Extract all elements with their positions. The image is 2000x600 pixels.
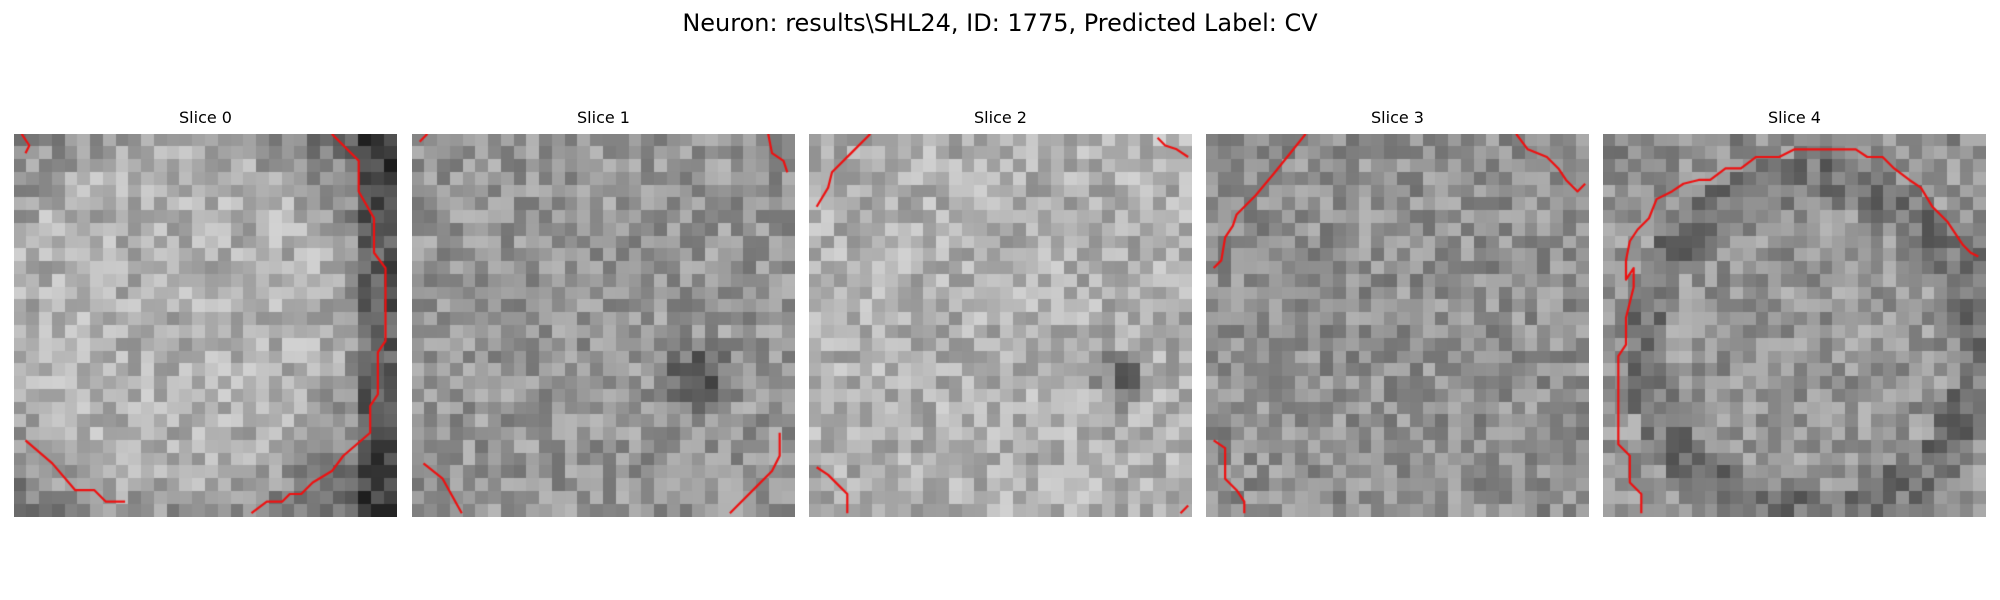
slice-image-0: [14, 134, 397, 517]
slice-title-4: Slice 4: [1768, 108, 1821, 127]
slice-panel-4: Slice 4: [1603, 108, 1986, 517]
slice-panel-1: Slice 1: [412, 108, 795, 517]
slice-title-1: Slice 1: [577, 108, 630, 127]
slice-image-2: [809, 134, 1192, 517]
slice-panel-0: Slice 0: [14, 108, 397, 517]
slice-image-1: [412, 134, 795, 517]
figure-title: Neuron: results\SHL24, ID: 1775, Predict…: [682, 9, 1318, 37]
slice-panel-3: Slice 3: [1206, 108, 1589, 517]
slice-title-0: Slice 0: [179, 108, 232, 127]
slice-title-3: Slice 3: [1371, 108, 1424, 127]
slice-image-3: [1206, 134, 1589, 517]
slice-title-2: Slice 2: [974, 108, 1027, 127]
slice-image-4: [1603, 134, 1986, 517]
slice-panel-2: Slice 2: [809, 108, 1192, 517]
